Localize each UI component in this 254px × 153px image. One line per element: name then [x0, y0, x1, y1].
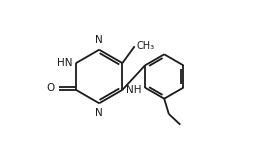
Text: N: N [95, 35, 103, 45]
Text: O: O [46, 83, 54, 93]
Text: N: N [95, 108, 103, 118]
Text: HN: HN [57, 58, 73, 68]
Text: CH₃: CH₃ [136, 41, 154, 51]
Text: NH: NH [125, 85, 141, 95]
